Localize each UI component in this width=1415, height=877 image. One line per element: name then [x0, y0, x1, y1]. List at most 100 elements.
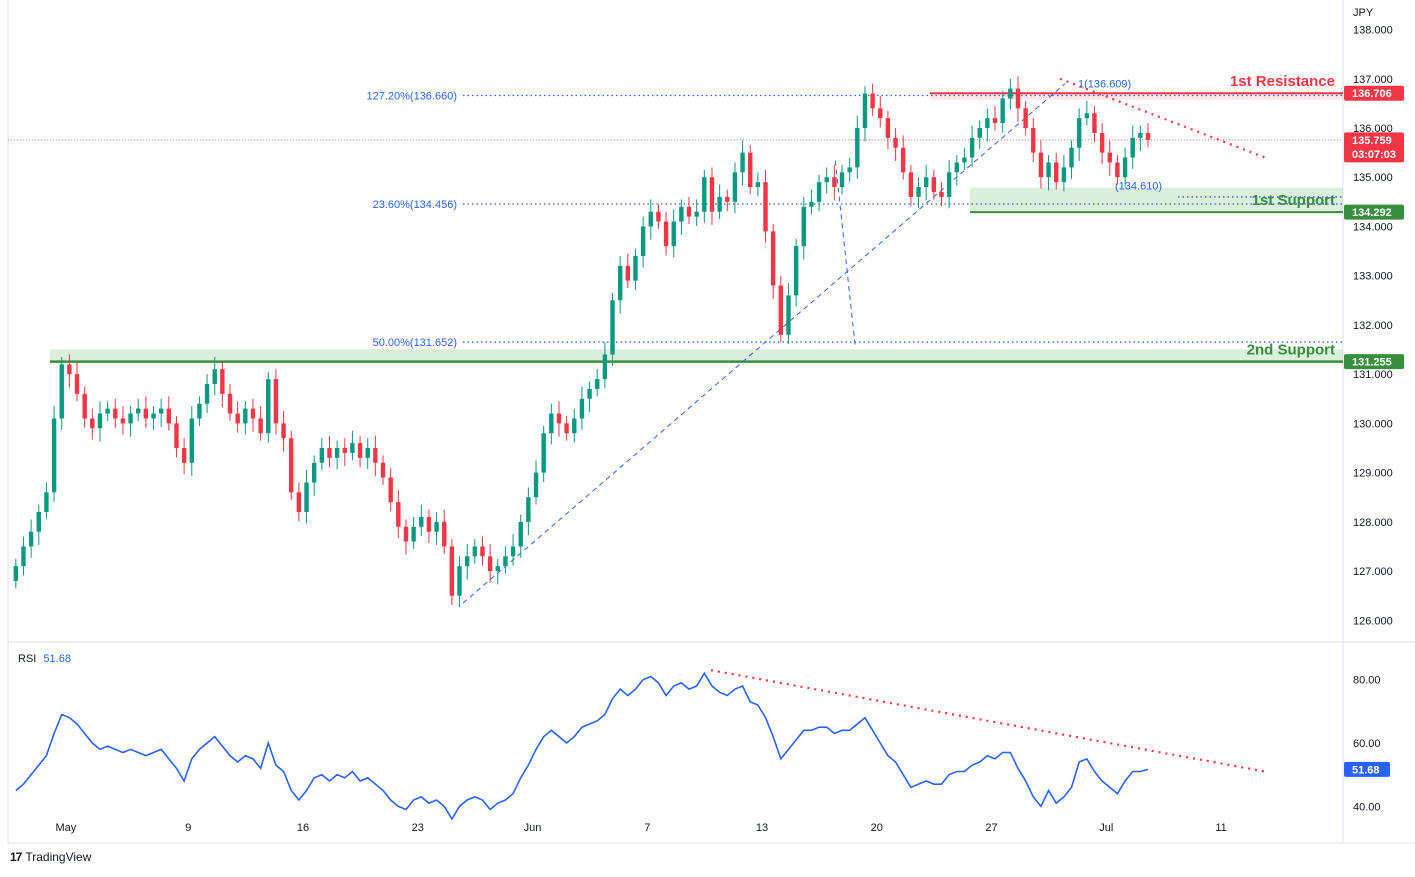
- candle-body: [158, 408, 164, 414]
- candle-body: [579, 398, 585, 419]
- support-2-price-tag-bg: [1344, 354, 1404, 370]
- rsi-indicator-label[interactable]: RSI 51.68: [18, 653, 71, 665]
- candle-body: [870, 93, 875, 109]
- time-tick-label: May: [56, 822, 77, 834]
- candle-body: [235, 413, 240, 424]
- candle-body: [985, 118, 990, 128]
- rsi-indicator-value: 51.68: [43, 653, 71, 665]
- time-tick-label: 23: [412, 822, 424, 834]
- tradingview-logo[interactable]: 17 TradingView: [10, 850, 91, 864]
- candle-body: [793, 246, 799, 296]
- candle-body: [748, 152, 753, 188]
- candle-body: [197, 403, 202, 419]
- candle-body: [304, 482, 309, 512]
- candle-body: [786, 295, 791, 335]
- candle-body: [1107, 152, 1112, 163]
- rsi-pane: 80.00 60.00 40.00: [15, 671, 1381, 821]
- candle-body: [931, 177, 937, 192]
- candle-body: [273, 379, 279, 424]
- rsi-value-tag-bg: [1344, 761, 1390, 777]
- candle-body: [908, 172, 914, 197]
- candle-body: [44, 492, 49, 512]
- candle-body: [809, 201, 814, 207]
- candle-body: [380, 462, 386, 478]
- price-tick-label: 138.000: [1353, 25, 1393, 37]
- candle-body: [120, 418, 126, 424]
- candle-body: [694, 211, 699, 217]
- candle-body: [495, 566, 500, 572]
- resistance-trendline: [1059, 77, 1266, 159]
- candle-body: [204, 384, 210, 404]
- candle-body: [189, 418, 194, 463]
- candle-body: [901, 147, 906, 173]
- candle-body: [709, 177, 715, 212]
- candle-body: [946, 172, 952, 197]
- candle-body: [319, 448, 325, 463]
- price-tick-label: 127.000: [1353, 566, 1393, 578]
- candle-body: [885, 118, 891, 138]
- candle-body: [962, 157, 967, 163]
- time-tick-label: Jul: [1099, 822, 1113, 834]
- candle-body: [51, 418, 57, 493]
- candle-body: [824, 177, 829, 183]
- candle-body: [442, 521, 447, 547]
- candle-body: [549, 413, 554, 434]
- time-tick-label: 13: [756, 822, 768, 834]
- candle-body: [595, 379, 600, 389]
- candle-body: [801, 206, 806, 247]
- fibonacci-lines: 127.20%(136.660) 23.60%(134.456) 50.00%(13…: [366, 79, 1343, 349]
- candle-body: [1138, 132, 1143, 138]
- candle-body: [878, 108, 883, 119]
- candle-body: [243, 408, 248, 424]
- resistance-label: 1st Resistance: [1230, 73, 1335, 90]
- candle-body: [434, 521, 439, 532]
- support-1-price-tag-bg: [1344, 204, 1404, 220]
- candle-body: [28, 531, 34, 547]
- candle-body: [342, 448, 347, 453]
- support-2-zone: [50, 349, 1343, 362]
- candle-body: [572, 418, 577, 434]
- rsi-tick-label: 40.00: [1353, 801, 1381, 813]
- candle-body: [1038, 152, 1044, 178]
- price-tick-label: 133.000: [1353, 271, 1393, 283]
- candle-body: [74, 374, 80, 394]
- time-axis: May 9 16 23 Jun 7 13 20 27 Jul 11: [56, 822, 1227, 834]
- candle-body: [1008, 88, 1013, 99]
- candle-body: [128, 413, 133, 424]
- candle-body: [755, 182, 761, 188]
- rsi-trendline: [710, 669, 1266, 773]
- candle-body: [1061, 167, 1067, 183]
- rsi-value-tag: 51.68: [1352, 764, 1380, 776]
- rsi-indicator-name: RSI: [18, 653, 36, 665]
- candle-body: [449, 546, 455, 596]
- candle-body: [464, 556, 470, 567]
- price-tick-label: 129.000: [1353, 468, 1393, 480]
- candle-body: [327, 448, 332, 458]
- candle-body: [296, 492, 302, 512]
- candle-body: [67, 364, 72, 375]
- candle-body: [526, 497, 531, 522]
- candle-body: [633, 256, 638, 281]
- candle-body: [969, 137, 975, 158]
- time-tick-label: Jun: [524, 822, 542, 834]
- last-price-tag-countdown: 03:07:03: [1352, 149, 1396, 161]
- candle-body: [1084, 113, 1090, 119]
- candle-body: [541, 433, 546, 473]
- currency-label: JPY: [1353, 7, 1374, 19]
- rsi-tick-label: 60.00: [1353, 738, 1381, 750]
- candle-body: [587, 388, 592, 399]
- candle-body: [763, 182, 768, 232]
- tradingview-logo-icon: 17: [10, 850, 22, 864]
- candle-body: [1023, 108, 1028, 128]
- candle-body: [266, 379, 271, 434]
- candle-body: [373, 448, 378, 463]
- candle-body: [166, 408, 172, 424]
- candle-body: [1122, 157, 1128, 178]
- time-tick-label: 20: [871, 822, 883, 834]
- candle-body: [403, 526, 409, 542]
- candle-body: [357, 443, 363, 458]
- candle-body: [702, 177, 707, 212]
- swing-label: (134.610): [1115, 181, 1162, 193]
- price-tick-label: 136.000: [1353, 123, 1393, 135]
- support-1-label: 1st Support: [1252, 192, 1335, 209]
